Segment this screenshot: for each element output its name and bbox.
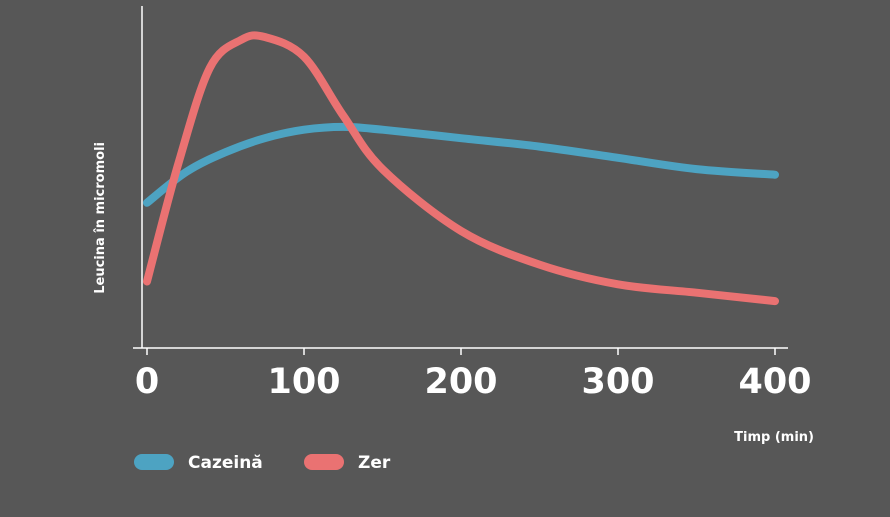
x-tick-labels: 0 100 200 300 400	[135, 348, 812, 402]
y-axis-title: Leucina în micromoli	[93, 142, 108, 294]
x-tick-label: 0	[135, 362, 159, 402]
series-line-zer	[143, 31, 779, 306]
x-axis-title: Timp (min)	[734, 430, 814, 445]
legend-label: Cazeină	[188, 453, 263, 473]
x-tick-label: 300	[581, 362, 654, 402]
legend-swatch	[134, 454, 174, 470]
series-layer	[143, 31, 779, 306]
legend: Cazeină Zer	[134, 453, 391, 473]
x-tick-label: 100	[267, 362, 340, 402]
legend-label: Zer	[358, 453, 391, 473]
x-tick-label: 400	[738, 362, 811, 402]
legend-swatch	[304, 454, 344, 470]
series-line-cazeina	[143, 122, 779, 207]
x-tick-label: 200	[424, 362, 497, 402]
